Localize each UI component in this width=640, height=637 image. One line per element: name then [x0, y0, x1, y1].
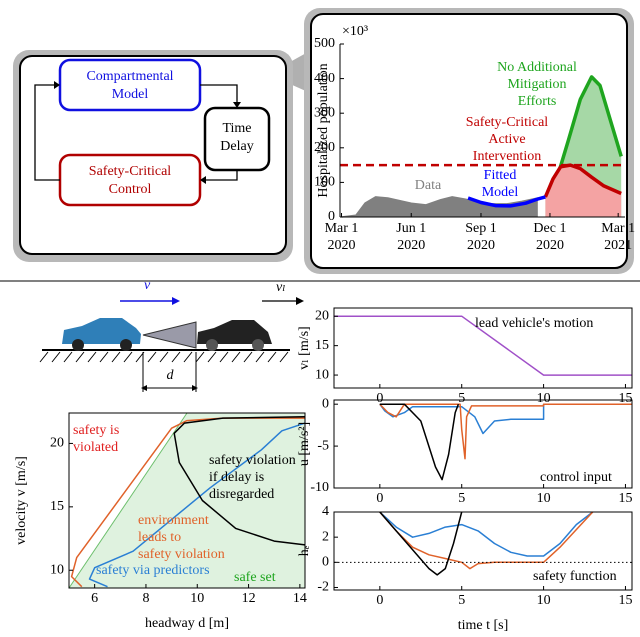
- annotation-line: No Additional: [497, 60, 577, 75]
- node-control: [60, 155, 200, 205]
- x-tick-label: 10: [190, 591, 204, 606]
- annotation-line: safety violation: [209, 453, 296, 468]
- x-tick-label-line: 2020: [467, 238, 495, 253]
- annotation-line: safety function: [533, 569, 617, 584]
- annotation-line: safe set: [234, 570, 276, 585]
- x-tick-label: 5: [458, 491, 465, 506]
- annotation-line: Intervention: [473, 149, 541, 164]
- x-tick-label-line: Sep 1: [465, 221, 497, 236]
- annotation-line: disregarded: [209, 487, 274, 502]
- annotation-line: Fitted: [484, 168, 517, 183]
- x-tick-label-line: 2020: [536, 238, 564, 253]
- x-tick-label-line: 2020: [328, 238, 356, 253]
- lead-velocity-label: vₗ: [276, 280, 286, 295]
- y-tick-label: 0: [322, 555, 329, 570]
- annotation: safety via predictors: [96, 563, 210, 578]
- x-tick-label: 6: [91, 591, 98, 606]
- line: [380, 512, 462, 575]
- y-tick-label: 20: [315, 308, 329, 323]
- annotation: control input: [540, 470, 612, 485]
- y-tick-label: 4: [322, 504, 329, 519]
- annotation: safe set: [234, 570, 276, 585]
- y-tick-label: 0: [322, 396, 329, 411]
- y-axis-label: velocity v [m/s]: [14, 456, 29, 545]
- annotation-line: control input: [540, 470, 612, 485]
- annotation-line: Efforts: [518, 94, 557, 109]
- annotation-line: lead vehicle's motion: [475, 316, 593, 331]
- x-tick-label: 10: [537, 491, 551, 506]
- headway-label: d: [167, 368, 175, 383]
- annotation-line: safety is: [73, 423, 119, 438]
- annotation-line: Model: [482, 185, 519, 200]
- line: [380, 404, 632, 459]
- y-axis-label: hₑ: [297, 545, 312, 556]
- x-tick-label-line: Dec 1: [533, 221, 566, 236]
- y-tick-label: 20: [50, 436, 64, 451]
- annotation-line: Data: [415, 178, 442, 193]
- y-axis-label: vₗ [m/s]: [297, 326, 312, 369]
- y-tick-label: -5: [317, 438, 329, 453]
- annotation-line: environment: [138, 513, 209, 528]
- annotation-line: Safety-Critical: [466, 115, 549, 130]
- y-tick-label: -2: [317, 580, 329, 595]
- annotation-line: leads to: [138, 530, 181, 545]
- y-tick-label: 0: [328, 209, 335, 224]
- node-model: [60, 60, 200, 110]
- y-tick-label: 2: [322, 529, 329, 544]
- x-tick-label: 10: [537, 593, 551, 608]
- annotation-line: violated: [73, 440, 118, 455]
- figure: CompartmentalModel TimeDelay Safety-Crit…: [0, 0, 640, 632]
- y-tick-label: 10: [50, 562, 64, 577]
- y-tick-label: 10: [315, 367, 329, 382]
- annotation-line: Mitigation: [507, 77, 566, 92]
- x-tick-label-line: 2020: [397, 238, 425, 253]
- x-tick-label: 15: [618, 491, 632, 506]
- annotation: Data: [415, 178, 442, 193]
- x-tick-label-line: Jun 1: [396, 221, 426, 236]
- x-tick-label-line: 2021: [604, 238, 632, 253]
- line: [380, 404, 632, 433]
- annotation-line: Active: [488, 132, 525, 147]
- annotation-line: safety violation: [138, 547, 225, 562]
- y-axis-label: Hospitalized population: [316, 63, 331, 197]
- x-tick-label: 0: [376, 491, 383, 506]
- x-tick-label: 8: [142, 591, 149, 606]
- axis-multiplier: ×10³: [342, 24, 368, 39]
- annotation: lead vehicle's motion: [475, 316, 593, 331]
- y-tick-label: 15: [50, 499, 64, 514]
- x-axis-label: headway d [m]: [145, 616, 229, 631]
- y-axis-label: u [m/s²]: [297, 422, 312, 466]
- x-tick-label: 5: [458, 593, 465, 608]
- y-tick-label: 15: [315, 338, 329, 353]
- x-tick-label: 14: [293, 591, 307, 606]
- x-tick-label-line: Mar 1: [601, 221, 635, 236]
- x-tick-label: 12: [242, 591, 256, 606]
- y-tick-label: 500: [314, 36, 335, 51]
- line: [380, 512, 593, 569]
- x-axis-label: time t [s]: [458, 618, 509, 632]
- page: CompartmentalModel TimeDelay Safety-Crit…: [0, 0, 640, 637]
- annotation-line: if delay is: [209, 470, 264, 485]
- x-tick-label: 0: [376, 593, 383, 608]
- annotation: safety is violated: [73, 423, 119, 455]
- y-tick-label: -10: [310, 480, 329, 495]
- velocity-label: v: [144, 278, 151, 293]
- x-tick-label: 15: [618, 593, 632, 608]
- annotation-line: safety via predictors: [96, 563, 210, 578]
- annotation: safety function: [533, 569, 617, 584]
